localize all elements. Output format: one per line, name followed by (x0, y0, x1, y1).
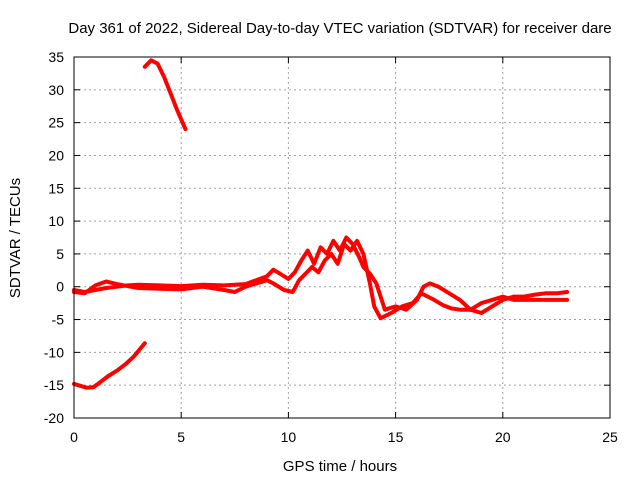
series-line-arc-low (72, 341, 147, 390)
x-tick-label: 5 (177, 429, 185, 445)
y-tick-label: 30 (48, 82, 64, 98)
y-tick-label: -5 (52, 312, 65, 328)
data-series (72, 58, 570, 390)
y-tick-label: -20 (44, 410, 64, 426)
y-tick-label: 0 (56, 279, 64, 295)
y-tick-label: 5 (56, 246, 64, 262)
x-tick-label: 20 (495, 429, 511, 445)
y-tick-label: 15 (48, 180, 64, 196)
grid-lines (74, 57, 610, 418)
plot-frame (73, 56, 611, 419)
y-tick-label: 25 (48, 115, 64, 131)
series-line-main-a (72, 235, 570, 315)
x-axis-label: GPS time / hours (283, 458, 397, 475)
x-tick-label: 25 (602, 429, 618, 445)
y-axis-label: SDTVAR / TECUs (7, 178, 24, 298)
x-tick-label: 10 (281, 429, 297, 445)
y-tick-label: -15 (44, 377, 64, 393)
series-line-main-b (72, 238, 570, 321)
series-line-arc-high (142, 58, 188, 132)
x-tick-label: 0 (70, 429, 78, 445)
y-tick-label: 10 (48, 213, 64, 229)
chart-title: Day 361 of 2022, Sidereal Day-to-day VTE… (68, 20, 611, 37)
y-tick-label: -10 (44, 344, 64, 360)
y-tick-label: 20 (48, 147, 64, 163)
axis-ticks: 0 5 10 15 20 25 -20 -15 -10 -5 0 5 10 15 20 25 30 35 (44, 49, 618, 445)
y-tick-label: 35 (48, 49, 64, 65)
x-tick-label: 15 (388, 429, 404, 445)
